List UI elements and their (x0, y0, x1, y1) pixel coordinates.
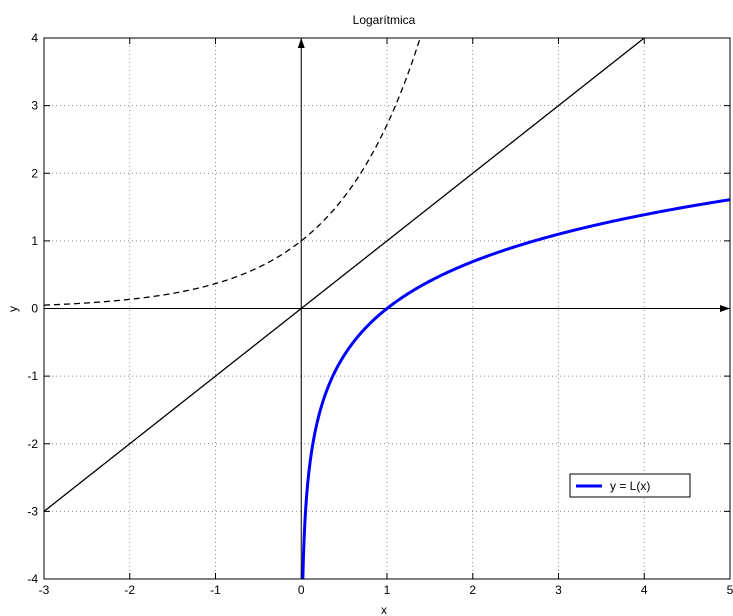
axes (44, 38, 730, 579)
x-tick-label: 4 (641, 583, 648, 597)
y-tick-label: -4 (27, 572, 38, 586)
x-tick-label: 2 (469, 583, 476, 597)
chart-title: Logarítmica (353, 13, 416, 27)
legend-entry-label: y = L(x) (610, 479, 650, 493)
y-tick-label: 1 (31, 234, 38, 248)
legend: y = L(x) (569, 473, 691, 498)
exp-curve-line (43, 37, 421, 306)
y-tick-label: -2 (27, 437, 38, 451)
y-tick-label: 4 (31, 31, 38, 45)
y-tick-label: -3 (27, 504, 38, 518)
x-axis-arrowhead (720, 305, 730, 312)
log-curve-line (301, 198, 731, 580)
y-tick-label: 3 (31, 99, 38, 113)
y-axis-label: y (6, 306, 20, 312)
x-axis-label: x (381, 603, 387, 616)
x-tick-label: 3 (555, 583, 562, 597)
x-tick-label: -2 (124, 583, 135, 597)
x-tick-label: 1 (384, 583, 391, 597)
identity-line (43, 37, 645, 512)
x-tick-label: 5 (727, 583, 733, 597)
plot-frame (43, 37, 731, 580)
x-tick-label: -1 (210, 583, 221, 597)
y-tick-label: 0 (31, 302, 38, 316)
y-axis-arrowhead (297, 38, 305, 48)
y-tick-label: -1 (27, 369, 38, 383)
y-tick-label: 2 (31, 166, 38, 180)
x-tick-label: 0 (298, 583, 305, 597)
series-group (43, 37, 731, 580)
legend-box (569, 473, 691, 498)
x-tick-label: -3 (39, 583, 50, 597)
